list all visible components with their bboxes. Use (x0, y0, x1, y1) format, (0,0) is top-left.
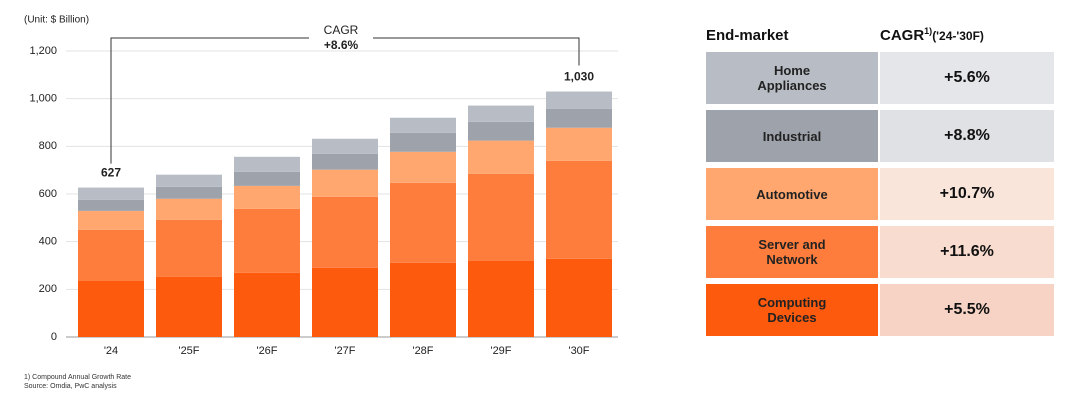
cagr-text: CAGR (880, 27, 925, 44)
y-tick-label: 800 (39, 140, 57, 152)
bar-segment (156, 219, 222, 277)
chart: (Unit: $ Billion) 0 200 400 600 800 1,000 1,200… (24, 15, 618, 357)
legend-cell: Computing Devices (706, 284, 878, 336)
y-tick-label: 200 (39, 283, 57, 295)
bar-segment (312, 169, 378, 197)
legend-label: Server and Network (758, 237, 826, 267)
footnote: 1) Compound Annual Growth Rate (24, 374, 132, 381)
y-tick-label: 600 (39, 188, 57, 200)
x-tick-label: '28F (412, 345, 433, 357)
source: Source: Omdia, PwC analysis (24, 383, 117, 390)
bar-segment (78, 187, 144, 200)
bar-segment (312, 138, 378, 154)
total-label: 627 (101, 166, 121, 180)
table-row: Server and Network +11.6% (706, 226, 1054, 278)
bar-segment (234, 171, 300, 186)
x-tick-label: '26F (256, 345, 277, 357)
bar-segment (78, 210, 144, 230)
cagr-cell: +8.8% (880, 110, 1054, 162)
y-tick-label: 400 (39, 236, 57, 248)
bar-segment (546, 160, 612, 259)
bar-segment (546, 127, 612, 161)
cagr-cell: +5.6% (880, 52, 1054, 104)
header-end-market: End-market (706, 26, 789, 44)
bar-segment (156, 186, 222, 199)
bar-segment (468, 105, 534, 122)
bar-segment (468, 173, 534, 261)
bar-segment (234, 185, 300, 209)
bar-segment (546, 91, 612, 109)
bar-segment (312, 267, 378, 337)
bar-segment (312, 196, 378, 268)
legend-cell: Server and Network (706, 226, 878, 278)
legend-label: Home Appliances (757, 63, 827, 93)
cagr-period: ('24-'30F) (932, 29, 984, 43)
cagr-table: End-market CAGR1)('24-'30F) Home Applian… (706, 24, 1054, 336)
cagr-value: +8.6% (324, 38, 359, 52)
unit-label: (Unit: $ Billion) (24, 15, 89, 26)
bar-segment (390, 117, 456, 133)
bar-segment (156, 198, 222, 220)
bar-segment (156, 276, 222, 337)
cagr-title: CAGR (324, 23, 359, 37)
bar-segment (390, 182, 456, 263)
legend-label: Industrial (762, 128, 822, 144)
table-row: Automotive +10.7% (706, 168, 1054, 220)
bar-segment (390, 151, 456, 183)
table-header: End-market CAGR1)('24-'30F) (706, 24, 1054, 46)
x-tick-label: '27F (334, 345, 355, 357)
bar-segment (390, 262, 456, 337)
bar-segment (234, 156, 300, 172)
cagr-sup: 1) (924, 26, 933, 36)
legend-cell: Home Appliances (706, 52, 878, 104)
bar-segment (390, 132, 456, 152)
cagr-cell: +10.7% (880, 168, 1054, 220)
bar-segment (78, 280, 144, 337)
table-row: Computing Devices +5.5% (706, 284, 1054, 336)
bar-segment (156, 174, 222, 187)
bar-segment (468, 140, 534, 174)
y-tick-label: 0 (51, 331, 57, 343)
bar-segment (468, 121, 534, 141)
table-row: Home Appliances +5.6% (706, 52, 1054, 104)
cagr-bracket (373, 37, 580, 66)
table-row: Industrial +8.8% (706, 110, 1054, 162)
cagr-cell: +5.5% (880, 284, 1054, 336)
x-tick-label: '25F (178, 345, 199, 357)
bar-segment (234, 208, 300, 273)
x-tick-label: '29F (490, 345, 511, 357)
cagr-cell: +11.6% (880, 226, 1054, 278)
bar-segment (78, 229, 144, 281)
bar-segment (546, 108, 612, 128)
header-cagr: CAGR1)('24-'30F) (880, 26, 984, 44)
cagr-bracket (110, 37, 309, 164)
table-rows: Home Appliances +5.6% Industrial +8.8% Autom… (706, 52, 1054, 336)
bar-segment (468, 260, 534, 337)
bar-segment (312, 153, 378, 170)
legend-cell: Automotive (706, 168, 878, 220)
total-label: 1,030 (564, 70, 594, 84)
y-tick-label: 1,000 (29, 93, 57, 105)
legend-cell: Industrial (706, 110, 878, 162)
bar-segment (78, 199, 144, 211)
legend-label: Computing Devices (757, 295, 827, 325)
bar-segment (546, 258, 612, 337)
bar-segment (234, 272, 300, 337)
y-tick-label: 1,200 (29, 45, 57, 57)
x-tick-label: '24 (104, 345, 118, 357)
legend-label: Automotive (756, 186, 828, 202)
x-tick-label: '30F (568, 345, 589, 357)
